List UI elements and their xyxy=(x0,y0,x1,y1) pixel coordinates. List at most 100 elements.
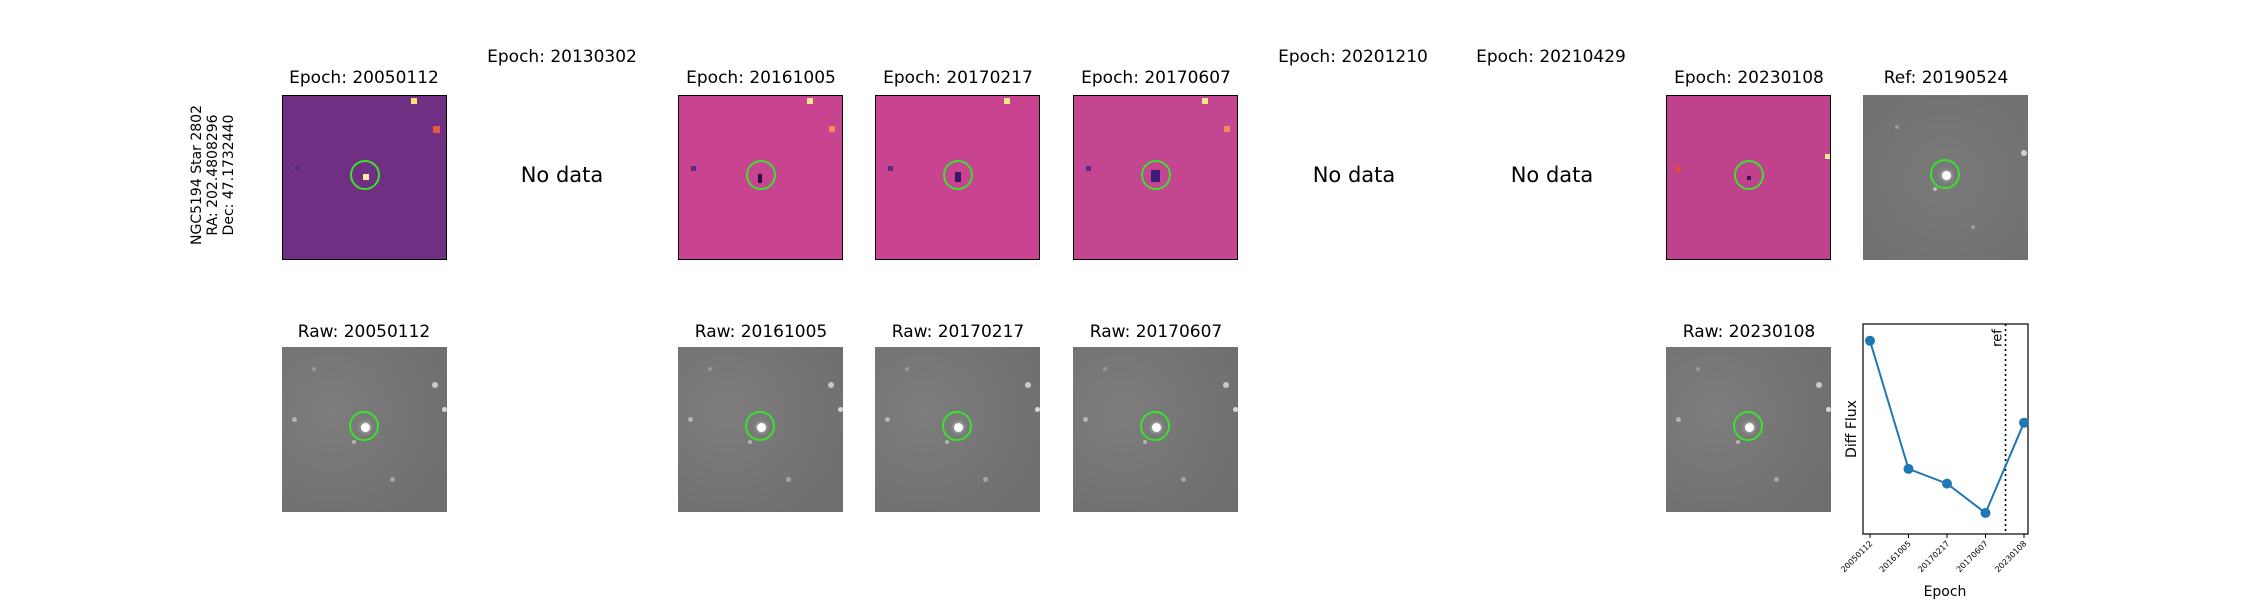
star xyxy=(708,367,712,371)
epoch-title-7: Epoch: 20210429 xyxy=(1476,47,1626,67)
epoch-title-5: Epoch: 20170607 xyxy=(1081,68,1231,88)
target-circle xyxy=(1733,411,1763,441)
diff-image-20170607 xyxy=(1073,95,1238,260)
raw-image-20161005 xyxy=(678,347,843,512)
ref-label: ref xyxy=(1991,329,2006,347)
star xyxy=(312,367,316,371)
raw-title-1: Raw: 20050112 xyxy=(297,322,431,342)
epoch-title-3: Epoch: 20161005 xyxy=(686,68,836,88)
hot-pixel xyxy=(1004,98,1010,104)
star xyxy=(2021,150,2027,156)
star xyxy=(786,477,791,482)
star xyxy=(352,440,356,444)
star xyxy=(748,440,752,444)
star xyxy=(292,417,297,422)
target-circle xyxy=(1141,160,1171,190)
star xyxy=(1233,407,1238,412)
star xyxy=(1895,125,1899,129)
star xyxy=(1826,407,1831,412)
target-circle xyxy=(942,411,972,441)
star xyxy=(905,367,909,371)
data-point-20050112 xyxy=(1865,335,1875,346)
x-axis-label: Epoch xyxy=(1924,584,1967,600)
hot-pixel xyxy=(829,126,835,132)
hot-pixel xyxy=(1224,126,1230,132)
raw-image-20170607 xyxy=(1073,347,1238,512)
target-circle xyxy=(746,160,776,190)
chart-frame xyxy=(1862,323,2029,535)
raw-image-20050112 xyxy=(282,347,447,512)
star xyxy=(1971,225,1975,229)
epoch-title-2: Epoch: 20130302 xyxy=(487,47,637,67)
hot-pixel xyxy=(807,98,813,104)
data-point-20230108 xyxy=(2019,417,2029,428)
x-tick-label: 20230108 xyxy=(1993,539,2028,574)
star xyxy=(1025,382,1031,388)
star xyxy=(1933,187,1937,191)
data-points xyxy=(1865,335,2029,518)
target-circle xyxy=(1734,160,1764,190)
y-axis-label: Diff Flux xyxy=(1844,400,1860,458)
star-name: NGC5194 Star 2802 xyxy=(189,105,205,245)
cold-pixel xyxy=(1086,166,1091,171)
epoch-title-6: Epoch: 20201210 xyxy=(1278,47,1428,67)
diff-image-20161005 xyxy=(678,95,843,260)
star xyxy=(1035,407,1040,412)
data-point-20170607 xyxy=(1980,508,1991,518)
star xyxy=(432,382,438,388)
target-circle xyxy=(745,411,775,441)
star xyxy=(390,477,395,482)
light-curve-chart: ref 20050112 20161005 20170217 20170607 2023… xyxy=(1839,323,2029,600)
no-data-20130302: No data xyxy=(520,163,604,187)
diff-image-20170217 xyxy=(875,95,1040,260)
hot-pixel xyxy=(1675,166,1681,172)
raw-title-8: Raw: 20230108 xyxy=(1682,322,1816,342)
star-info-label: NGC5194 Star 2802 RA: 202.4808296 Dec: 4… xyxy=(189,105,237,245)
target-circle xyxy=(943,160,973,190)
star xyxy=(828,382,834,388)
epoch-title-1: Epoch: 20050112 xyxy=(289,68,439,88)
data-point-20170217 xyxy=(1942,478,1952,489)
target-circle xyxy=(1930,159,1960,189)
star xyxy=(1143,440,1147,444)
diff-image-20050112 xyxy=(282,95,447,260)
no-data-20201210: No data xyxy=(1312,163,1396,187)
star-ra: RA: 202.4808296 xyxy=(205,114,221,236)
star xyxy=(945,440,949,444)
epoch-title-4: Epoch: 20170217 xyxy=(883,68,1033,88)
star xyxy=(1696,367,1700,371)
x-tick-label: 20170607 xyxy=(1955,539,1990,574)
hot-pixel xyxy=(1202,98,1208,104)
raw-title-5: Raw: 20170607 xyxy=(1089,322,1223,342)
hot-pixel xyxy=(1825,154,1830,159)
hot-pixel xyxy=(433,126,440,133)
star xyxy=(1181,477,1186,482)
cold-pixel xyxy=(295,166,299,170)
no-data-20210429: No data xyxy=(1510,163,1594,187)
star xyxy=(885,417,890,422)
star xyxy=(688,417,693,422)
star xyxy=(1774,477,1779,482)
x-tick-label: 20170217 xyxy=(1916,539,1951,574)
star xyxy=(838,407,843,412)
star xyxy=(983,477,988,482)
star xyxy=(1676,417,1681,422)
ref-title: Ref: 20190524 xyxy=(1883,68,2009,88)
star xyxy=(1816,382,1822,388)
star xyxy=(1083,417,1088,422)
star xyxy=(1103,367,1107,371)
x-tick-label: 20161005 xyxy=(1878,539,1913,574)
cold-pixel xyxy=(691,166,696,171)
diff-image-20230108 xyxy=(1666,95,1831,260)
star xyxy=(442,407,447,412)
x-ticks: 20050112 20161005 20170217 20170607 20230108 xyxy=(1839,534,2028,574)
star-dec: Dec: 47.1732440 xyxy=(221,114,237,236)
star xyxy=(1223,382,1229,388)
reference-image xyxy=(1863,95,2028,260)
epoch-title-8: Epoch: 20230108 xyxy=(1674,68,1824,88)
hot-pixel xyxy=(411,98,417,104)
target-circle xyxy=(350,160,380,190)
target-circle xyxy=(349,411,379,441)
star xyxy=(1736,440,1740,444)
raw-title-3: Raw: 20161005 xyxy=(694,322,828,342)
